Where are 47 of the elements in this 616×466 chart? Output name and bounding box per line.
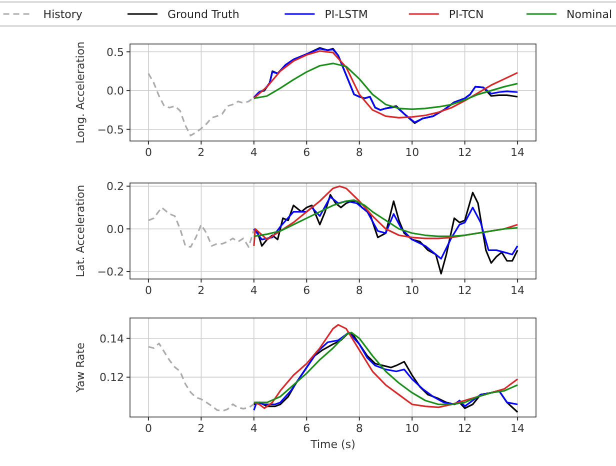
- x-tick-label: 6: [303, 284, 310, 297]
- x-tick-label: 4: [250, 284, 258, 297]
- line-series: [148, 206, 255, 248]
- x-tick-label: 0: [144, 422, 152, 435]
- x-tick-label: 10: [405, 146, 420, 159]
- x-tick-label: 12: [458, 146, 472, 159]
- x-tick-label: 8: [356, 284, 363, 297]
- x-axis-title: Time (s): [310, 438, 356, 451]
- y-tick-label: 0.14: [100, 332, 124, 346]
- x-tick-label: 14: [510, 284, 525, 297]
- legend-label: PI-TCN: [448, 8, 484, 21]
- x-tick-label: 10: [405, 284, 420, 297]
- x-tick-label: 6: [303, 422, 310, 435]
- x-tick-label: 4: [250, 422, 258, 435]
- x-tick-label: 0: [144, 284, 152, 297]
- legend-label: Nominal: [566, 8, 612, 21]
- legend-label: PI-LSTM: [324, 8, 368, 21]
- y-tick-label: 0.2: [106, 180, 124, 194]
- y-tick-label: −0.5: [97, 123, 124, 136]
- y-axis-title: Yaw Rate: [74, 342, 87, 394]
- x-tick-label: 0: [144, 146, 152, 159]
- y-tick-label: 0.0: [106, 222, 124, 236]
- x-tick-label: 8: [356, 422, 363, 435]
- line-series: [253, 199, 518, 238]
- y-axis-title: Lat. Acceleration: [74, 184, 87, 278]
- y-tick-label: −0.2: [97, 266, 124, 279]
- y-tick-label: 0.12: [100, 371, 124, 384]
- legend-label: Ground Truth: [168, 8, 240, 21]
- line-series: [253, 196, 518, 260]
- x-tick-label: 2: [198, 146, 205, 159]
- x-tick-label: 14: [510, 146, 525, 159]
- x-tick-label: 12: [458, 422, 472, 435]
- x-tick-label: 4: [250, 146, 258, 159]
- legend-label: History: [43, 8, 83, 21]
- y-axis-title: Long. Acceleration: [74, 41, 87, 144]
- x-tick-label: 2: [198, 284, 205, 297]
- x-tick-label: 2: [198, 422, 205, 435]
- x-tick-label: 14: [510, 422, 525, 435]
- y-tick-label: 0.0: [106, 84, 124, 98]
- x-tick-label: 12: [458, 284, 472, 297]
- line-series: [148, 72, 255, 136]
- x-tick-label: 6: [303, 146, 310, 159]
- x-tick-label: 10: [405, 422, 420, 435]
- x-tick-label: 8: [356, 146, 363, 159]
- line-series: [148, 342, 255, 412]
- line-series: [253, 62, 518, 110]
- y-tick-label: 0.5: [106, 46, 124, 59]
